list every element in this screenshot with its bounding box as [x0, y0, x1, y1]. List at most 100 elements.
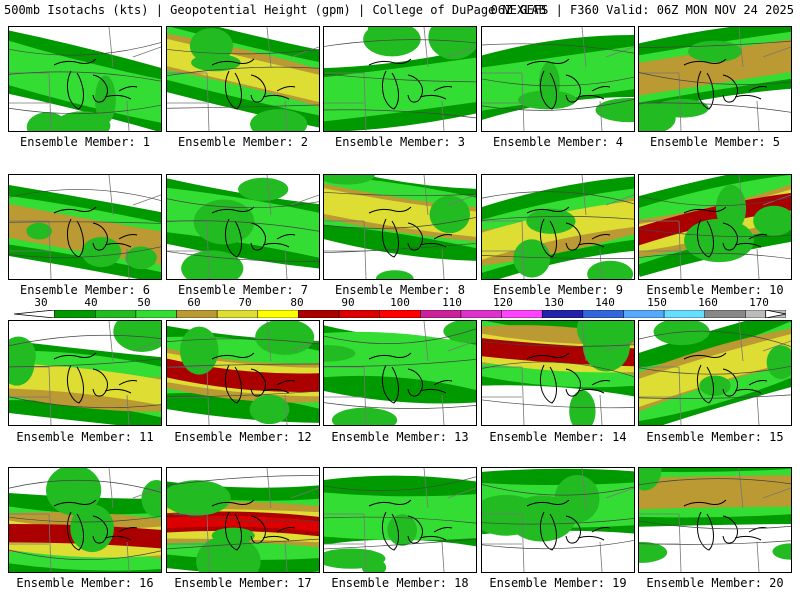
isotach-map — [324, 175, 476, 279]
wind-speed-blob — [324, 548, 386, 569]
geopotential-height-contour — [9, 221, 161, 224]
isotach-map — [482, 321, 634, 425]
colorbar-swatch — [216, 310, 259, 318]
isotach-map — [9, 321, 161, 425]
colorbar-tick-label: 50 — [137, 296, 151, 309]
colorbar-tick-label: 90 — [341, 296, 355, 309]
wind-speed-blob — [94, 75, 116, 124]
wind-speed-blob — [443, 321, 476, 344]
great-lakes-outline — [368, 352, 453, 404]
colorbar-tick-label: 60 — [187, 296, 201, 309]
state-borders — [639, 175, 791, 279]
colorbar-swatch — [176, 310, 218, 318]
geopotential-height-contour — [639, 252, 791, 260]
wind-speed-blob — [428, 27, 476, 60]
isotach-map — [9, 175, 161, 279]
colorbar-swatch — [54, 310, 96, 318]
geopotential-height-contour — [324, 476, 476, 492]
geopotential-height-contour — [482, 76, 634, 87]
wind-speed-band — [639, 192, 791, 246]
wind-speed-blob — [518, 90, 577, 110]
isotach-map — [167, 321, 319, 425]
wind-speed-blob — [653, 321, 710, 346]
geopotential-height-contour — [324, 217, 476, 229]
wind-speed-blob — [331, 407, 398, 425]
ensemble-map-panel — [323, 467, 477, 573]
colorbar-swatch — [623, 310, 665, 318]
isotach-map — [639, 27, 791, 131]
isotach-map — [482, 27, 634, 131]
geopotential-height-contour — [482, 43, 634, 54]
wind-speed-blob — [191, 53, 241, 72]
great-lakes-outline — [368, 206, 453, 258]
geopotential-height-contour — [482, 399, 634, 409]
great-lakes-outline — [368, 499, 453, 551]
colorbar-right-arrow — [765, 310, 786, 318]
geopotential-height-contour — [324, 328, 476, 344]
colorbar-tick-label: 130 — [544, 296, 564, 309]
ensemble-member-label: Ensemble Member: 14 — [489, 430, 627, 444]
geopotential-height-contour — [639, 40, 791, 48]
colorbar-tick-label: 80 — [290, 296, 304, 309]
ensemble-member-label: Ensemble Member: 9 — [492, 283, 624, 297]
ensemble-map-panel — [323, 320, 477, 426]
isotach-map — [167, 468, 319, 572]
wind-speed-blob — [513, 239, 551, 278]
ensemble-map-panel — [323, 174, 477, 280]
wind-speed-band — [639, 475, 791, 510]
great-lakes-outline — [526, 206, 611, 258]
colorbar-tick-label: 40 — [84, 296, 98, 309]
geopotential-height-contour — [639, 330, 791, 347]
wind-speed-blob — [639, 468, 662, 491]
isotach-map — [482, 468, 634, 572]
ensemble-member-label: Ensemble Member: 4 — [492, 135, 624, 149]
ensemble-member-label: Ensemble Member: 19 — [489, 576, 627, 590]
great-lakes-outline — [526, 499, 611, 551]
geopotential-height-contour — [324, 516, 476, 524]
wind-speed-band — [324, 57, 476, 122]
ensemble-map-panel — [166, 26, 320, 132]
ensemble-member-label: Ensemble Member: 16 — [16, 576, 154, 590]
wind-speed-blob — [753, 205, 791, 236]
geopotential-height-contour — [639, 540, 791, 545]
wind-speed-blob — [772, 543, 791, 560]
ensemble-member-label: Ensemble Member: 20 — [646, 576, 784, 590]
wind-speed-band — [9, 40, 161, 123]
ensemble-map-panel — [166, 320, 320, 426]
geopotential-height-contour — [9, 516, 161, 523]
model-valid-time: 06Z GEFS | F360 Valid: 06Z MON NOV 24 20… — [490, 3, 794, 17]
geopotential-height-contour — [9, 479, 161, 493]
isotach-map — [9, 468, 161, 572]
geopotential-height-contour — [482, 361, 634, 378]
geopotential-height-contour — [482, 341, 634, 347]
ensemble-member-label: Ensemble Member: 3 — [334, 135, 466, 149]
geopotential-height-contour — [324, 538, 476, 550]
great-lakes-outline — [683, 499, 768, 551]
geopotential-height-contour — [167, 513, 319, 522]
great-lakes-outline — [526, 352, 611, 404]
ensemble-map-panel — [638, 174, 792, 280]
colorbar-swatch — [704, 310, 746, 318]
ensemble-member-label: Ensemble Member: 13 — [331, 430, 469, 444]
geopotential-height-contour — [482, 540, 634, 550]
ensemble-member-label: Ensemble Member: 10 — [646, 283, 784, 297]
geopotential-height-contour — [324, 73, 476, 83]
geopotential-height-contour — [167, 390, 319, 398]
ensemble-map-panel — [8, 467, 162, 573]
state-borders — [482, 468, 634, 572]
ensemble-member-label: Ensemble Member: 12 — [174, 430, 312, 444]
wind-speed-blob — [375, 270, 414, 279]
ensemble-map-panel — [166, 467, 320, 573]
wind-speed-blob — [526, 208, 576, 234]
wind-speed-blob — [684, 218, 754, 263]
colorbar-swatch — [582, 310, 624, 318]
geopotential-height-contour — [482, 484, 634, 496]
geopotential-height-contour — [482, 518, 634, 525]
geopotential-height-contour — [324, 39, 476, 47]
wind-speed-blob — [429, 195, 470, 234]
ensemble-map-panel — [481, 174, 635, 280]
isotach-map — [324, 321, 476, 425]
geopotential-height-contour — [639, 102, 791, 113]
geopotential-height-contour — [167, 338, 319, 345]
wind-speed-band — [639, 39, 791, 96]
